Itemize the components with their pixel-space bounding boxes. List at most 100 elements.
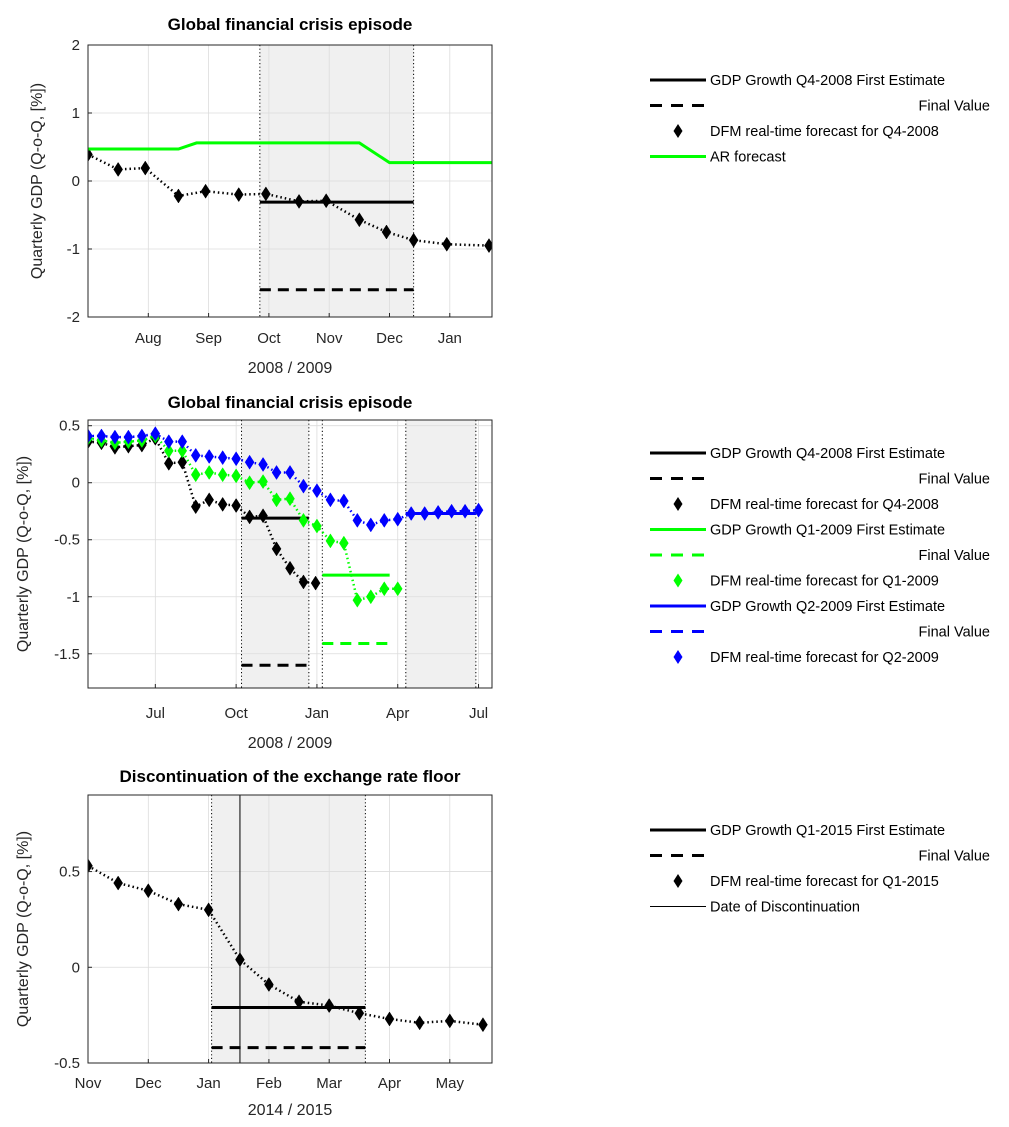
chart-title: Discontinuation of the exchange rate flo… <box>120 767 461 786</box>
data-point <box>261 186 271 202</box>
data-point <box>441 236 452 252</box>
data-point <box>298 574 309 590</box>
series-group <box>88 141 492 292</box>
data-point <box>473 502 484 518</box>
data-point <box>294 193 304 209</box>
data-point <box>444 1013 455 1029</box>
shaded-region <box>211 795 366 1063</box>
data-point <box>271 492 282 508</box>
y-tick-label: -1 <box>67 241 80 258</box>
legend-label: Final Value <box>919 548 990 564</box>
y-tick-label: -1.5 <box>54 646 80 663</box>
x-tick-label: Feb <box>256 1075 282 1092</box>
chart-panel-3: Nov Dec Jan Feb Mar Apr May -0.5 0 0.5 Discontinua… <box>15 767 990 1119</box>
data-point <box>258 457 268 472</box>
data-point <box>310 575 321 591</box>
legend-label: Final Value <box>919 849 990 865</box>
y-tick-label: 0 <box>72 173 80 190</box>
x-tick-label: Jul <box>469 705 488 722</box>
data-point <box>231 498 241 513</box>
legend-label: DFM real-time forecast for Q4-2008 <box>710 124 939 140</box>
y-tick-label: -1 <box>67 589 80 606</box>
data-point <box>200 183 211 199</box>
data-point <box>354 1005 365 1021</box>
y-tick-label: 0 <box>72 959 80 976</box>
x-tick-label: Nov <box>316 330 343 347</box>
data-point <box>433 504 443 520</box>
legend-swatch <box>673 573 683 588</box>
data-point <box>258 474 268 490</box>
y-tick-label: -0.5 <box>54 532 80 549</box>
data-point <box>384 1011 395 1027</box>
series-line-dotted <box>88 864 484 1026</box>
data-point <box>392 511 403 527</box>
data-point <box>321 193 331 209</box>
data-point <box>264 977 274 992</box>
data-point <box>325 533 336 549</box>
data-point <box>217 467 228 483</box>
x-tick-label: Oct <box>257 330 281 347</box>
data-point <box>231 468 241 484</box>
data-point <box>140 160 151 176</box>
data-point <box>460 503 470 519</box>
x-tick-label: Jan <box>305 705 329 722</box>
data-point <box>231 451 241 467</box>
legend-label: Date of Discontinuation <box>710 900 860 916</box>
data-point <box>414 1015 425 1031</box>
x-tick-label: Apr <box>386 705 409 722</box>
data-point <box>233 187 244 203</box>
x-tick-label: Nov <box>75 1075 102 1092</box>
data-point <box>339 535 349 551</box>
x-tick-label: Jan <box>438 330 462 347</box>
shaded-region <box>405 420 476 688</box>
data-point <box>406 506 416 521</box>
data-point <box>88 858 93 874</box>
legend-label: GDP Growth Q4-2008 First Estimate <box>710 73 945 89</box>
data-point <box>177 454 188 470</box>
data-point <box>408 232 419 248</box>
data-point <box>379 512 390 528</box>
data-point <box>203 902 214 918</box>
series-line <box>88 141 492 165</box>
legend-label: AR forecast <box>710 150 786 166</box>
data-point <box>177 443 188 459</box>
y-tick-label: -2 <box>67 309 80 326</box>
legend: GDP Growth Q4-2008 First Estimate Final V… <box>650 73 990 166</box>
data-point <box>478 1017 488 1033</box>
data-point <box>258 508 268 524</box>
data-point <box>110 429 120 445</box>
x-tick-label: Apr <box>378 1075 401 1092</box>
legend-label: GDP Growth Q1-2015 First Estimate <box>710 823 945 839</box>
y-tick-label: 2 <box>72 37 80 54</box>
data-point <box>339 493 349 509</box>
legend: GDP Growth Q4-2008 First Estimate Final V… <box>650 446 990 666</box>
x-tick-label: Mar <box>316 1075 342 1092</box>
data-point <box>190 467 201 483</box>
series-line-dotted <box>88 153 490 247</box>
data-point <box>164 443 174 459</box>
data-point <box>88 147 93 162</box>
legend-swatch <box>673 874 683 888</box>
data-point <box>419 506 430 521</box>
x-tick-label: Dec <box>376 330 403 347</box>
data-point <box>366 517 376 533</box>
data-point <box>381 224 392 240</box>
data-point <box>204 449 214 464</box>
x-axis-label: 2014 / 2015 <box>248 1102 333 1119</box>
data-point <box>294 994 304 1010</box>
legend-label: Final Value <box>919 625 990 641</box>
data-point <box>96 428 107 444</box>
y-axis-label: Quarterly GDP (Q-o-Q, [%]) <box>15 831 32 1027</box>
data-point <box>217 450 228 466</box>
y-tick-label: 0.5 <box>59 418 80 435</box>
data-point <box>173 188 184 204</box>
chart-title: Global financial crisis episode <box>168 393 413 412</box>
data-point <box>285 491 295 507</box>
data-point <box>143 883 154 899</box>
series-group <box>88 426 484 667</box>
x-tick-label: Jan <box>197 1075 221 1092</box>
data-point <box>164 455 174 471</box>
x-tick-label: Aug <box>135 330 162 347</box>
legend-swatch <box>673 497 683 511</box>
